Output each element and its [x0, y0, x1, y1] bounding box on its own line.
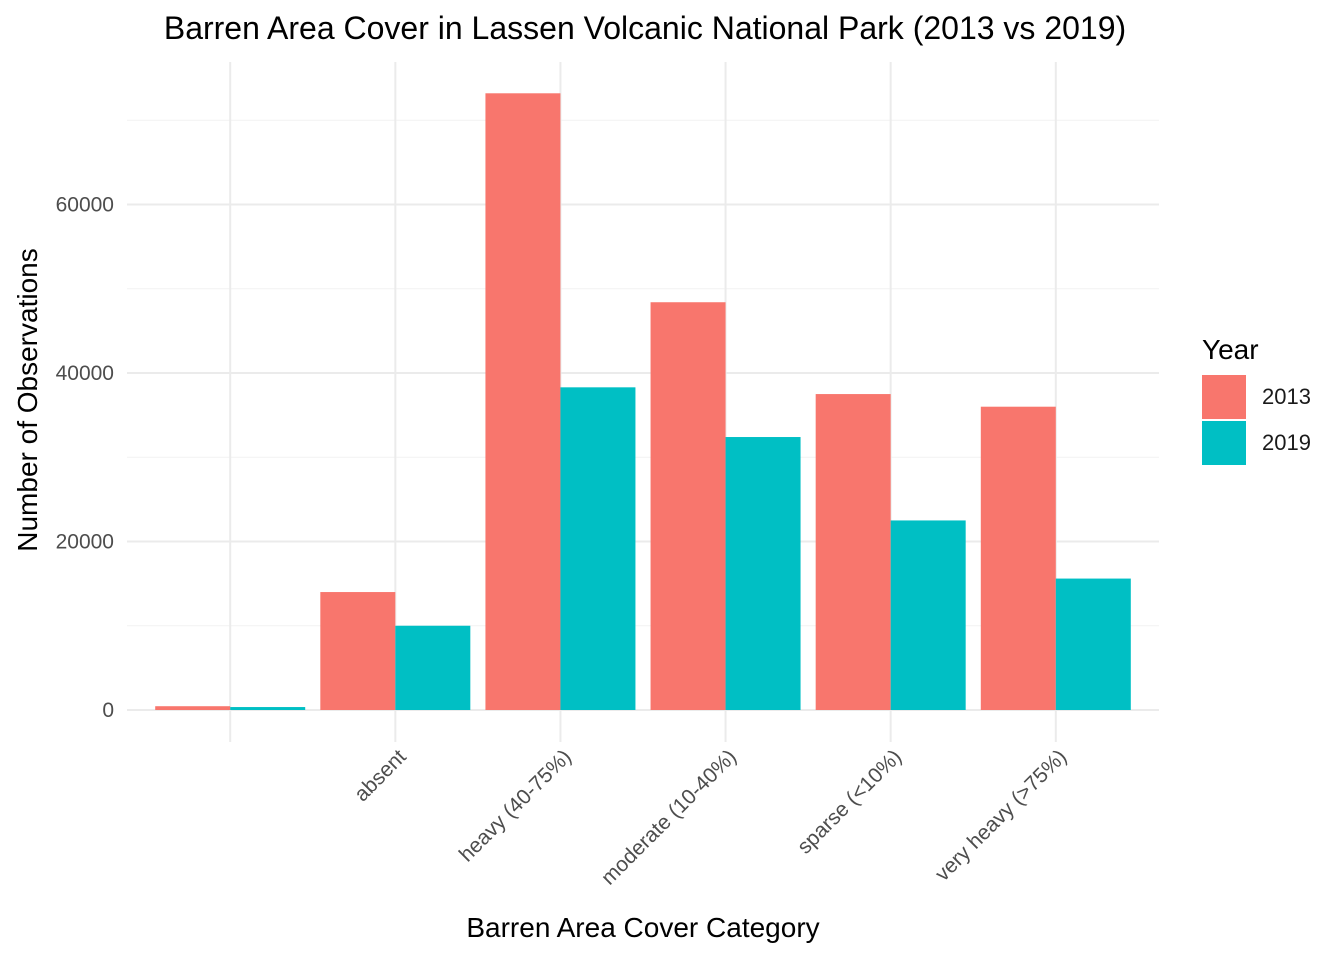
bar-2019-absent	[395, 625, 471, 710]
legend-label-2019: 2019	[1262, 430, 1311, 455]
x-tick-label: moderate (10-40%)	[597, 745, 741, 889]
y-tick-label: 20000	[56, 531, 114, 554]
bars	[155, 93, 1131, 711]
bar-2013-moderate	[650, 302, 726, 710]
y-tick-label: 40000	[56, 362, 114, 385]
bar-2019-very	[1055, 578, 1131, 710]
x-axis-ticks: absent heavy (40-75%) moderate (10-40%) spa…	[350, 745, 1071, 889]
legend-item-2019: 2019	[1202, 420, 1311, 466]
y-axis-ticks: 0 20000 40000 60000	[56, 194, 114, 723]
legend-item-2013: 2013	[1202, 374, 1311, 420]
bar-2019-moderate	[725, 437, 801, 710]
legend-key-2019	[1202, 421, 1246, 465]
x-tick-label: heavy (40-75%)	[455, 745, 576, 866]
y-axis-title: Number of Observations	[12, 248, 43, 552]
x-tick-label: absent	[350, 745, 411, 806]
legend: Year 2013 2019	[1202, 334, 1311, 466]
x-tick-label: very heavy (>75%)	[931, 745, 1071, 885]
x-tick-label: sparse (<10%)	[793, 745, 906, 858]
chart-title: Barren Area Cover in Lassen Volcanic Nat…	[163, 10, 1127, 46]
bar-2013-blank	[155, 706, 231, 710]
y-tick-label: 60000	[56, 194, 114, 217]
bar-2013-sparse	[815, 394, 891, 710]
bar-2013-absent	[320, 592, 396, 710]
legend-title: Year	[1202, 334, 1259, 365]
bar-2013-very	[980, 406, 1056, 710]
bar-2019-blank	[230, 707, 306, 710]
legend-label-2013: 2013	[1262, 384, 1311, 409]
y-tick-label: 0	[102, 699, 114, 722]
legend-key-2013	[1202, 375, 1246, 419]
x-axis-title: Barren Area Cover Category	[466, 912, 820, 943]
bar-2013-heavy	[485, 93, 561, 711]
bar-2019-sparse	[890, 520, 966, 710]
bar-2019-heavy	[560, 387, 636, 710]
